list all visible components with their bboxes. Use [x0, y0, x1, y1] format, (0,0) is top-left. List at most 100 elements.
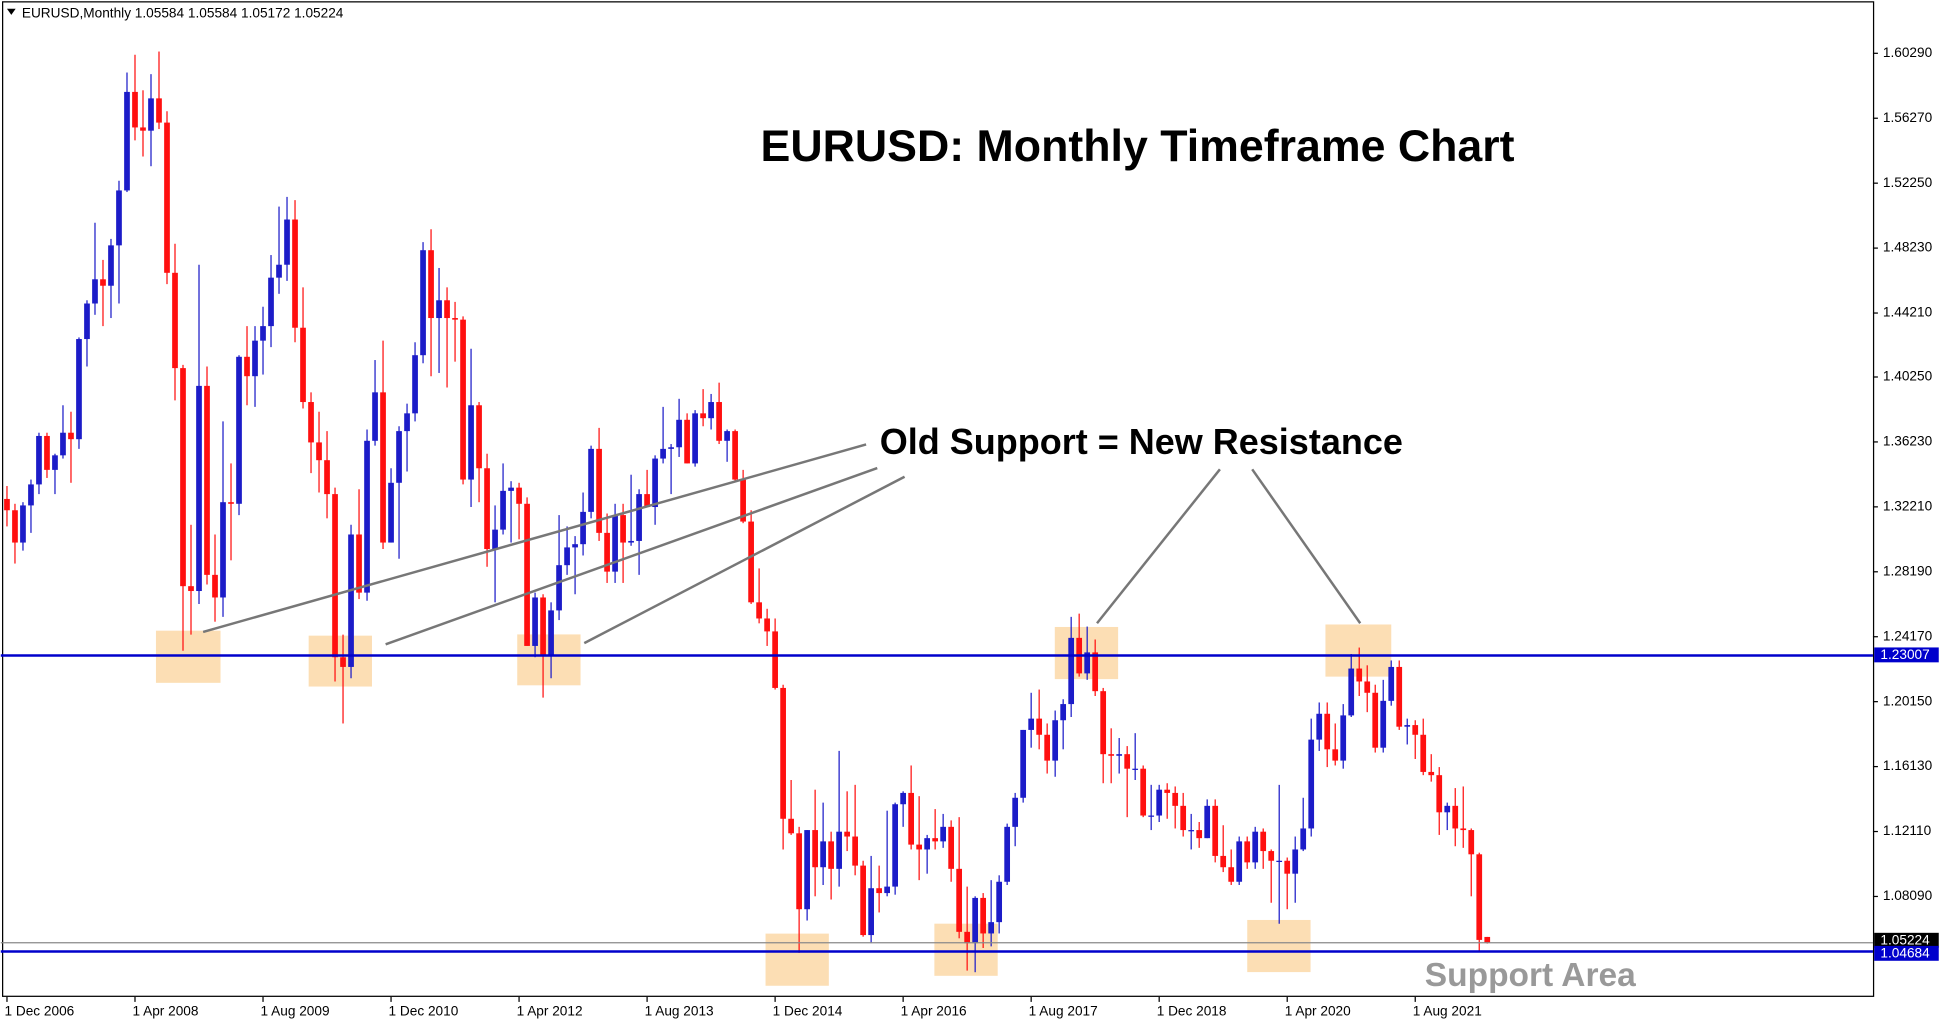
candle-body: [60, 432, 66, 456]
candle-body: [228, 502, 234, 504]
candle-body: [580, 511, 586, 545]
candle-body: [340, 657, 346, 667]
candle-body: [140, 127, 146, 131]
pointer-line: [1251, 468, 1362, 624]
candle-body: [1476, 854, 1483, 940]
y-tick-label: 1.16130: [1883, 758, 1933, 773]
candle-body: [212, 574, 218, 598]
candle-body: [172, 272, 178, 369]
candle-body: [1228, 867, 1235, 882]
candle-body: [948, 826, 955, 869]
y-tick-label: 1.60290: [1883, 45, 1933, 60]
price-label: 1.04684: [1880, 946, 1930, 961]
candle-body: [860, 865, 866, 936]
candle-body: [164, 122, 170, 273]
x-tick-label: 1 Apr 2020: [1285, 1003, 1351, 1018]
candle-body: [692, 413, 698, 464]
candle-body: [300, 327, 306, 403]
y-tick-label: 1.28190: [1883, 563, 1933, 578]
candle-body: [148, 98, 154, 131]
candle-body: [412, 355, 418, 414]
candle-body: [252, 340, 258, 377]
candle-body: [652, 458, 658, 508]
y-tick-label: 1.52250: [1883, 175, 1933, 190]
annotation: Old Support = New Resistance: [880, 421, 1403, 462]
candle-body: [484, 468, 490, 550]
candle-body: [1436, 775, 1443, 813]
candle-body: [1100, 691, 1107, 755]
candle-body: [972, 897, 979, 944]
candle-body: [260, 326, 266, 341]
highlight-box: [155, 630, 221, 683]
highlight-box: [1247, 919, 1311, 973]
candle-body: [396, 431, 402, 483]
y-tick-label: 1.32210: [1883, 498, 1933, 513]
candle-body: [308, 402, 314, 443]
candle-body: [84, 303, 90, 340]
candle-body: [1468, 830, 1475, 855]
candle-body: [1124, 754, 1131, 769]
candle-body: [940, 826, 947, 842]
candle-body: [668, 447, 674, 449]
x-tick-label: 1 Dec 2010: [389, 1003, 459, 1018]
candle-body: [1244, 841, 1251, 863]
candle-body: [52, 455, 58, 470]
candle-body: [1084, 652, 1091, 674]
x-tick-label: 1 Apr 2016: [901, 1003, 967, 1018]
candle-body: [1196, 830, 1203, 839]
candle-body: [76, 339, 82, 440]
candle-body: [1092, 652, 1099, 692]
pointer-line: [583, 475, 906, 645]
candle-body: [476, 405, 482, 469]
x-tick-label: 1 Dec 2014: [773, 1003, 843, 1018]
price-label: 1.23007: [1880, 647, 1929, 662]
candle-body: [604, 532, 610, 572]
candle-body: [356, 534, 362, 593]
candle-body: [1020, 729, 1027, 798]
candle-body: [1204, 805, 1211, 839]
menu-arrow: [6, 8, 16, 15]
candle-body: [628, 540, 634, 543]
candle-body: [564, 547, 570, 566]
candle-body: [116, 190, 122, 246]
candle-body: [620, 515, 626, 543]
candle-body: [460, 319, 466, 480]
candle-body: [28, 484, 34, 506]
plot-frame: [2, 1, 1875, 997]
candle-body: [236, 356, 242, 504]
candle-body: [92, 279, 98, 304]
candle-body: [636, 494, 642, 541]
candle-body: [804, 830, 810, 910]
candle-body: [908, 792, 914, 845]
candle-body: [924, 838, 930, 850]
candle-body: [1428, 771, 1435, 776]
y-tick-label: 1.24170: [1883, 628, 1933, 643]
candle-body: [132, 91, 138, 128]
candle-body: [1132, 768, 1139, 770]
candle-body: [1412, 725, 1419, 735]
candle-body: [828, 841, 834, 869]
candle-body: [820, 841, 826, 868]
candle-body: [1404, 725, 1411, 727]
candle-body: [716, 402, 722, 441]
candle-body: [596, 448, 602, 533]
candle-body: [452, 318, 458, 320]
candle-body: [1364, 681, 1371, 693]
candle-body: [812, 830, 818, 868]
pointer-line: [385, 466, 878, 646]
candle-body: [284, 219, 290, 265]
candle-body: [444, 300, 450, 319]
candle-body: [740, 479, 746, 522]
candle-body: [1156, 789, 1163, 816]
candle-body: [548, 610, 554, 656]
candle-body: [612, 515, 618, 572]
candle-body: [372, 392, 378, 441]
candle-body: [540, 597, 546, 656]
candle-body: [492, 529, 498, 550]
candle-body: [404, 413, 410, 432]
candle-body: [988, 922, 995, 934]
y-tick-label: 1.20150: [1883, 693, 1933, 708]
candle-body: [420, 250, 426, 356]
